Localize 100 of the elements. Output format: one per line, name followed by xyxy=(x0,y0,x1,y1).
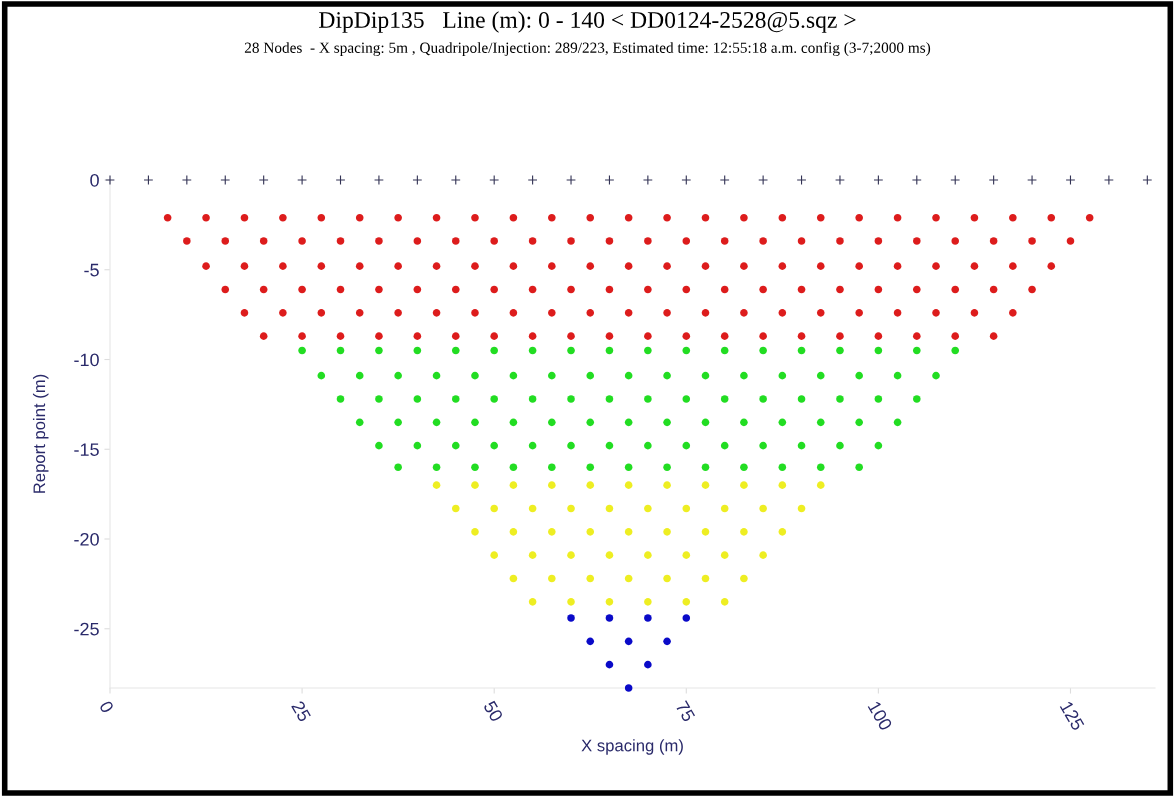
point xyxy=(1065,175,1076,185)
point xyxy=(490,551,498,559)
x-tick-label: 50 xyxy=(483,699,504,723)
point xyxy=(663,574,671,583)
point xyxy=(220,175,231,185)
point xyxy=(586,574,595,583)
point xyxy=(489,175,500,185)
point xyxy=(624,528,633,536)
point xyxy=(816,481,825,489)
point xyxy=(143,175,154,185)
point xyxy=(797,504,806,513)
point xyxy=(605,598,614,606)
point xyxy=(567,614,575,622)
point xyxy=(566,175,576,185)
point xyxy=(509,574,518,583)
point xyxy=(644,614,652,622)
point xyxy=(605,551,614,559)
point xyxy=(663,481,671,489)
point xyxy=(1142,175,1153,185)
point xyxy=(181,175,192,185)
point xyxy=(605,614,614,622)
point xyxy=(451,504,460,513)
point xyxy=(471,528,479,536)
point xyxy=(297,175,308,185)
y-axis-title: Report point (m) xyxy=(32,374,49,493)
point xyxy=(778,528,787,536)
point xyxy=(335,175,346,185)
point xyxy=(605,660,614,669)
y-tick-label: -15 xyxy=(74,443,99,456)
x-tick-label: 25 xyxy=(291,700,312,723)
point xyxy=(644,598,652,606)
point xyxy=(681,175,692,185)
point xyxy=(604,175,615,185)
point xyxy=(740,481,748,489)
point xyxy=(720,551,729,559)
point xyxy=(663,528,671,536)
y-tick-label: -25 xyxy=(74,622,99,636)
point xyxy=(988,175,999,185)
x-tick-label: 75 xyxy=(675,700,696,723)
point xyxy=(624,574,633,583)
x-tick-label: 100 xyxy=(867,700,893,732)
point xyxy=(605,504,614,513)
point xyxy=(873,175,884,185)
point xyxy=(1027,175,1038,185)
x-tick-label: 125 xyxy=(1059,700,1085,732)
point xyxy=(528,504,537,513)
point xyxy=(796,175,807,185)
point xyxy=(911,175,922,185)
point xyxy=(450,175,461,185)
point xyxy=(682,504,691,513)
point xyxy=(720,504,729,513)
y-tick-label: -10 xyxy=(74,353,99,367)
point xyxy=(528,598,537,606)
point xyxy=(528,551,537,559)
point xyxy=(682,614,691,622)
point xyxy=(701,574,710,583)
point xyxy=(258,175,269,185)
point xyxy=(701,481,710,489)
point xyxy=(720,598,729,606)
point xyxy=(740,574,748,583)
point xyxy=(644,660,652,669)
point xyxy=(759,551,767,559)
x-tick-label: 0 xyxy=(98,699,115,714)
y-tick-label: 0 xyxy=(90,173,99,187)
point xyxy=(567,504,575,513)
point xyxy=(548,574,556,583)
y-tick-label: -20 xyxy=(74,532,99,546)
point xyxy=(548,528,556,536)
point xyxy=(490,504,498,513)
point xyxy=(373,175,384,185)
x-axis-title: X spacing (m) xyxy=(581,739,683,755)
point xyxy=(586,637,595,646)
y-tick-label: -5 xyxy=(84,263,99,277)
point xyxy=(567,598,575,606)
point xyxy=(719,175,730,185)
chart-subtitle: 28 Nodes - X spacing: 5m , Quadripole/Injection: 289/223, Estimated time: 12:55:18 a.m. config (3-7;2000 ms) xyxy=(244,41,931,57)
point xyxy=(1103,175,1114,185)
point xyxy=(758,175,769,185)
point xyxy=(624,481,633,489)
point xyxy=(527,175,538,185)
point xyxy=(642,175,653,185)
point xyxy=(586,528,595,536)
point xyxy=(682,551,691,559)
point xyxy=(663,637,671,646)
point xyxy=(412,175,423,185)
point xyxy=(950,175,961,185)
point xyxy=(759,504,767,513)
point xyxy=(471,481,479,489)
point xyxy=(835,175,845,185)
point xyxy=(509,481,518,489)
point xyxy=(624,684,633,692)
point xyxy=(644,504,652,513)
point xyxy=(432,481,441,489)
point xyxy=(509,528,518,536)
point xyxy=(105,175,115,185)
point xyxy=(644,551,652,559)
chart-title: DipDip135 Line (m): 0 - 140 < DD0124-2528@5.sqz > xyxy=(319,11,856,33)
point xyxy=(548,481,556,489)
point xyxy=(567,551,575,559)
point xyxy=(740,528,748,536)
